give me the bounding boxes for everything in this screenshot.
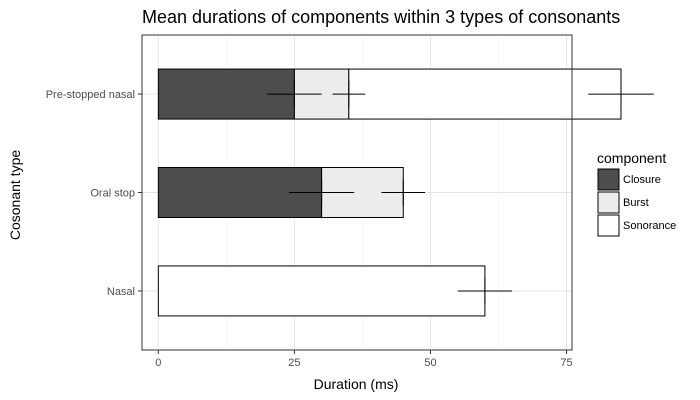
x-tick-label: 50 [424, 357, 436, 369]
y-tick-label: Nasal [107, 286, 135, 298]
error-bar [267, 81, 322, 108]
legend-swatch-burst [597, 191, 620, 214]
bar-sonorance-pre-stopped-nasal [348, 68, 622, 120]
legend-swatch-closure [597, 168, 620, 191]
y-axis: Pre-stopped nasal Oral stop Nasal [46, 89, 142, 298]
error-bar [381, 179, 426, 206]
x-tick-label: 25 [288, 357, 300, 369]
chart-title: Mean durations of components within 3 ty… [142, 7, 620, 27]
error-bar [288, 179, 355, 206]
x-tick-label: 75 [560, 357, 572, 369]
error-bar [457, 277, 513, 304]
y-tick-label: Pre-stopped nasal [46, 89, 135, 101]
legend-label-burst: Burst [623, 197, 649, 209]
bar-sonorance-nasal [157, 265, 486, 317]
legend-label-closure: Closure [623, 174, 661, 186]
x-tick-label: 0 [155, 357, 161, 369]
legend-swatch-sonorance [597, 214, 620, 237]
error-bar [332, 81, 366, 108]
y-tick-label: Oral stop [90, 188, 135, 200]
error-bar [588, 81, 654, 108]
legend-label-sonorance: Sonorance [623, 220, 676, 232]
bars-layer [157, 68, 622, 317]
legend: component Closure Burst Sonorance [597, 150, 676, 237]
x-axis-title: Duration (ms) [314, 376, 399, 392]
x-axis: 0 25 50 75 [155, 350, 573, 369]
y-axis-title: Cosonant type [7, 150, 23, 240]
legend-title: component [597, 150, 666, 166]
